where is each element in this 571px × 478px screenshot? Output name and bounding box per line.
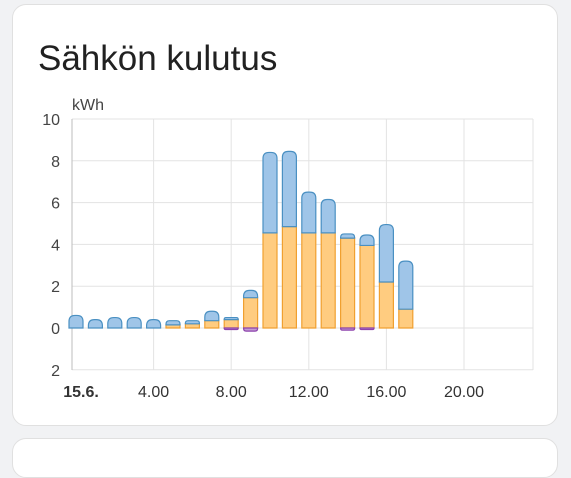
consumption-chart[interactable]: kWh 10 8 6 4 2 0 2 15.6. 4.00 8.00 12.00 16.00 20.0…: [0, 0, 571, 450]
bar-segment[interactable]: [223, 327, 239, 331]
bar-segment[interactable]: [340, 327, 356, 331]
bar-segment[interactable]: [359, 327, 375, 331]
bar-segment[interactable]: [398, 260, 414, 310]
bar-segment[interactable]: [378, 223, 394, 283]
y-tick-label: 8: [51, 154, 60, 171]
x-tick-label: 4.00: [138, 384, 169, 401]
y-tick-label: 10: [42, 112, 60, 129]
bar-segment[interactable]: [340, 237, 356, 329]
x-tick-label: 20.00: [444, 384, 484, 401]
bar-segment[interactable]: [281, 150, 297, 228]
bar-segment[interactable]: [107, 316, 123, 329]
bar-segment[interactable]: [301, 191, 317, 234]
chart-bars: [68, 150, 414, 332]
y-tick-label: 4: [51, 237, 60, 254]
x-tick-label: 15.6.: [63, 384, 99, 401]
y-axis-unit-label: kWh: [72, 97, 104, 114]
y-tick-label: 2: [51, 279, 60, 296]
x-tick-label: 12.00: [289, 384, 329, 401]
bar-segment[interactable]: [262, 151, 278, 234]
x-axis: 15.6. 4.00 8.00 12.00 16.00 20.00: [63, 384, 484, 401]
y-tick-label: 6: [51, 196, 60, 213]
y-tick-label: 2: [51, 363, 60, 380]
next-card: [12, 438, 558, 478]
bar-segment[interactable]: [320, 232, 336, 329]
bar-segment[interactable]: [146, 319, 162, 329]
bar-segment[interactable]: [126, 316, 142, 329]
bar-segment[interactable]: [184, 320, 200, 325]
bar-segment[interactable]: [262, 232, 278, 329]
bar-segment[interactable]: [165, 320, 181, 326]
bar-segment[interactable]: [223, 319, 239, 329]
x-tick-label: 8.00: [216, 384, 247, 401]
bar-segment[interactable]: [281, 226, 297, 329]
bar-segment[interactable]: [223, 316, 239, 321]
bar-segment[interactable]: [68, 314, 84, 329]
bar-segment[interactable]: [243, 297, 259, 329]
bar-segment[interactable]: [398, 308, 414, 329]
bar-segment[interactable]: [378, 281, 394, 329]
bar-segment[interactable]: [184, 323, 200, 329]
bar-segment[interactable]: [340, 233, 356, 239]
card-title: Sähkön kulutus: [38, 39, 278, 78]
y-tick-label: 0: [51, 321, 60, 338]
bar-segment[interactable]: [320, 198, 336, 234]
bar-segment[interactable]: [87, 319, 103, 329]
bar-segment[interactable]: [359, 244, 375, 329]
bar-segment[interactable]: [204, 320, 220, 329]
x-tick-label: 16.00: [366, 384, 406, 401]
bar-segment[interactable]: [359, 234, 375, 247]
bar-segment[interactable]: [204, 310, 220, 322]
bar-segment[interactable]: [301, 232, 317, 329]
bar-segment[interactable]: [243, 289, 259, 299]
bar-segment[interactable]: [243, 327, 259, 332]
y-axis: 10 8 6 4 2 0 2: [42, 112, 60, 380]
